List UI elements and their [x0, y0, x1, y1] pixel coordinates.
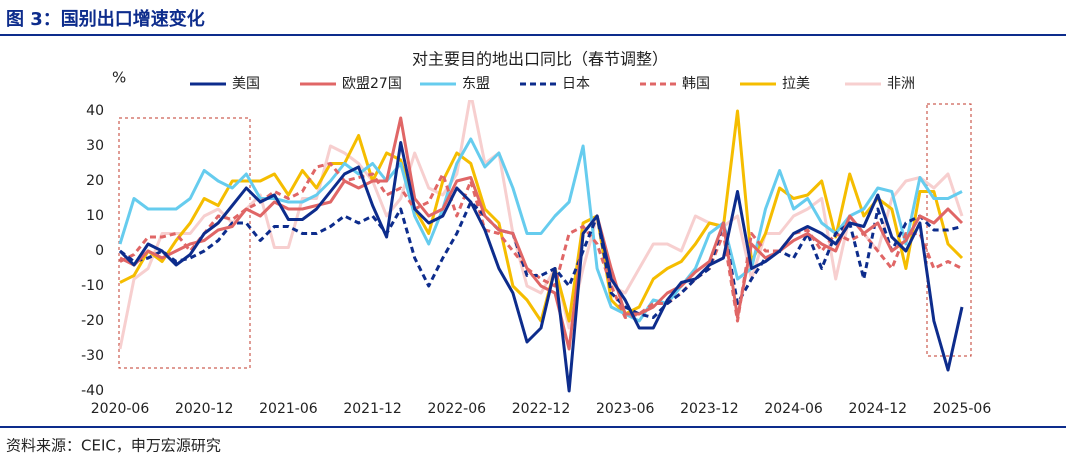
series-line: [119, 116, 964, 351]
x-tick-label: 2023-12: [680, 401, 739, 417]
legend-label: 非洲: [887, 76, 915, 92]
x-tick-label: 2024-12: [849, 401, 908, 417]
chart-title: 对主要目的地出口同比（春节调整）: [412, 50, 668, 69]
x-tick-label: 2022-06: [428, 401, 487, 417]
series-line: [118, 100, 964, 350]
y-tick-label: -20: [81, 313, 104, 329]
legend-label: 东盟: [462, 76, 490, 92]
legend-label: 韩国: [682, 76, 710, 92]
x-tick-label: 2023-06: [596, 401, 655, 417]
y-tick-label: -30: [81, 348, 104, 364]
y-axis-label: %: [112, 69, 126, 87]
x-tick-label: 2022-12: [512, 401, 571, 417]
source: 资料来源：CEIC，申万宏源研究: [6, 437, 221, 455]
series-line: [119, 109, 964, 323]
legend-label: 欧盟27国: [342, 76, 402, 92]
x-tick-label: 2020-06: [91, 401, 150, 417]
y-tick-label: 30: [86, 138, 104, 154]
series-line: [118, 137, 963, 323]
legend-label: 拉美: [782, 76, 810, 92]
x-tick-label: 2021-12: [343, 401, 402, 417]
highlight-box: [118, 117, 251, 369]
page-title: 图 3：国别出口增速变化: [6, 8, 205, 30]
legend-label: 美国: [232, 76, 260, 92]
legend-label: 日本: [562, 76, 590, 92]
x-tick-label: 2025-06: [933, 401, 992, 417]
y-tick-label: 40: [86, 103, 104, 119]
x-tick-label: 2021-06: [259, 401, 318, 417]
y-tick-label: -40: [81, 383, 104, 399]
plot-area: [118, 100, 964, 393]
y-tick-label: 20: [86, 173, 104, 189]
highlight-box: [926, 103, 972, 357]
x-tick-label: 2020-12: [175, 401, 234, 417]
series-line: [119, 200, 963, 319]
y-tick-label: 10: [86, 208, 104, 224]
y-tick-label: 0: [95, 243, 104, 259]
series-line: [118, 141, 964, 393]
y-tick-label: -10: [81, 278, 104, 294]
x-tick-label: 2024-06: [764, 401, 823, 417]
